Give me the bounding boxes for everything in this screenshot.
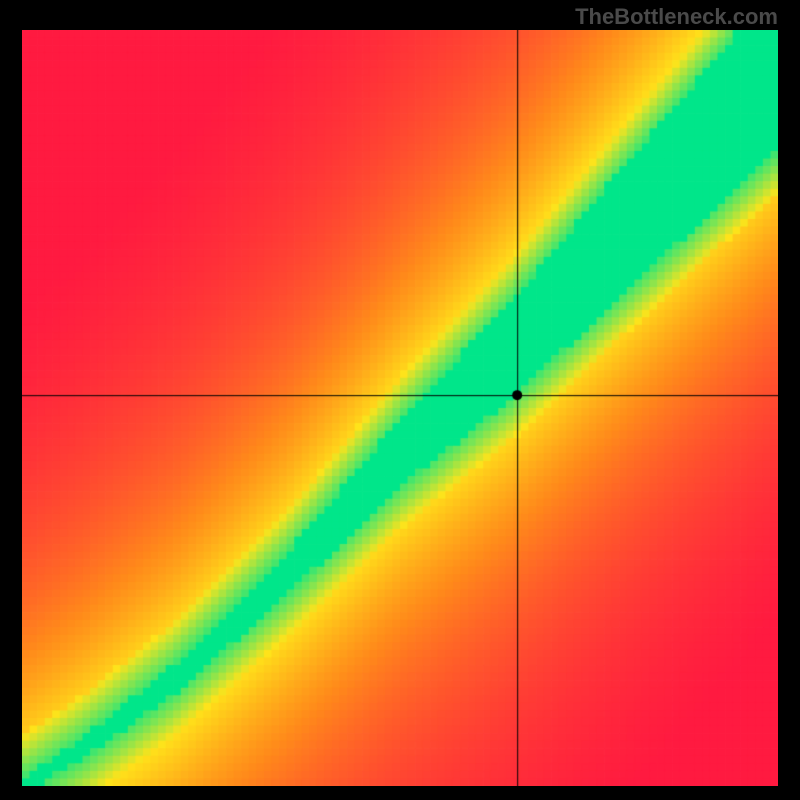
heatmap-plot-area (22, 30, 778, 786)
watermark-label: TheBottleneck.com (575, 4, 778, 30)
heatmap-canvas (22, 30, 778, 786)
